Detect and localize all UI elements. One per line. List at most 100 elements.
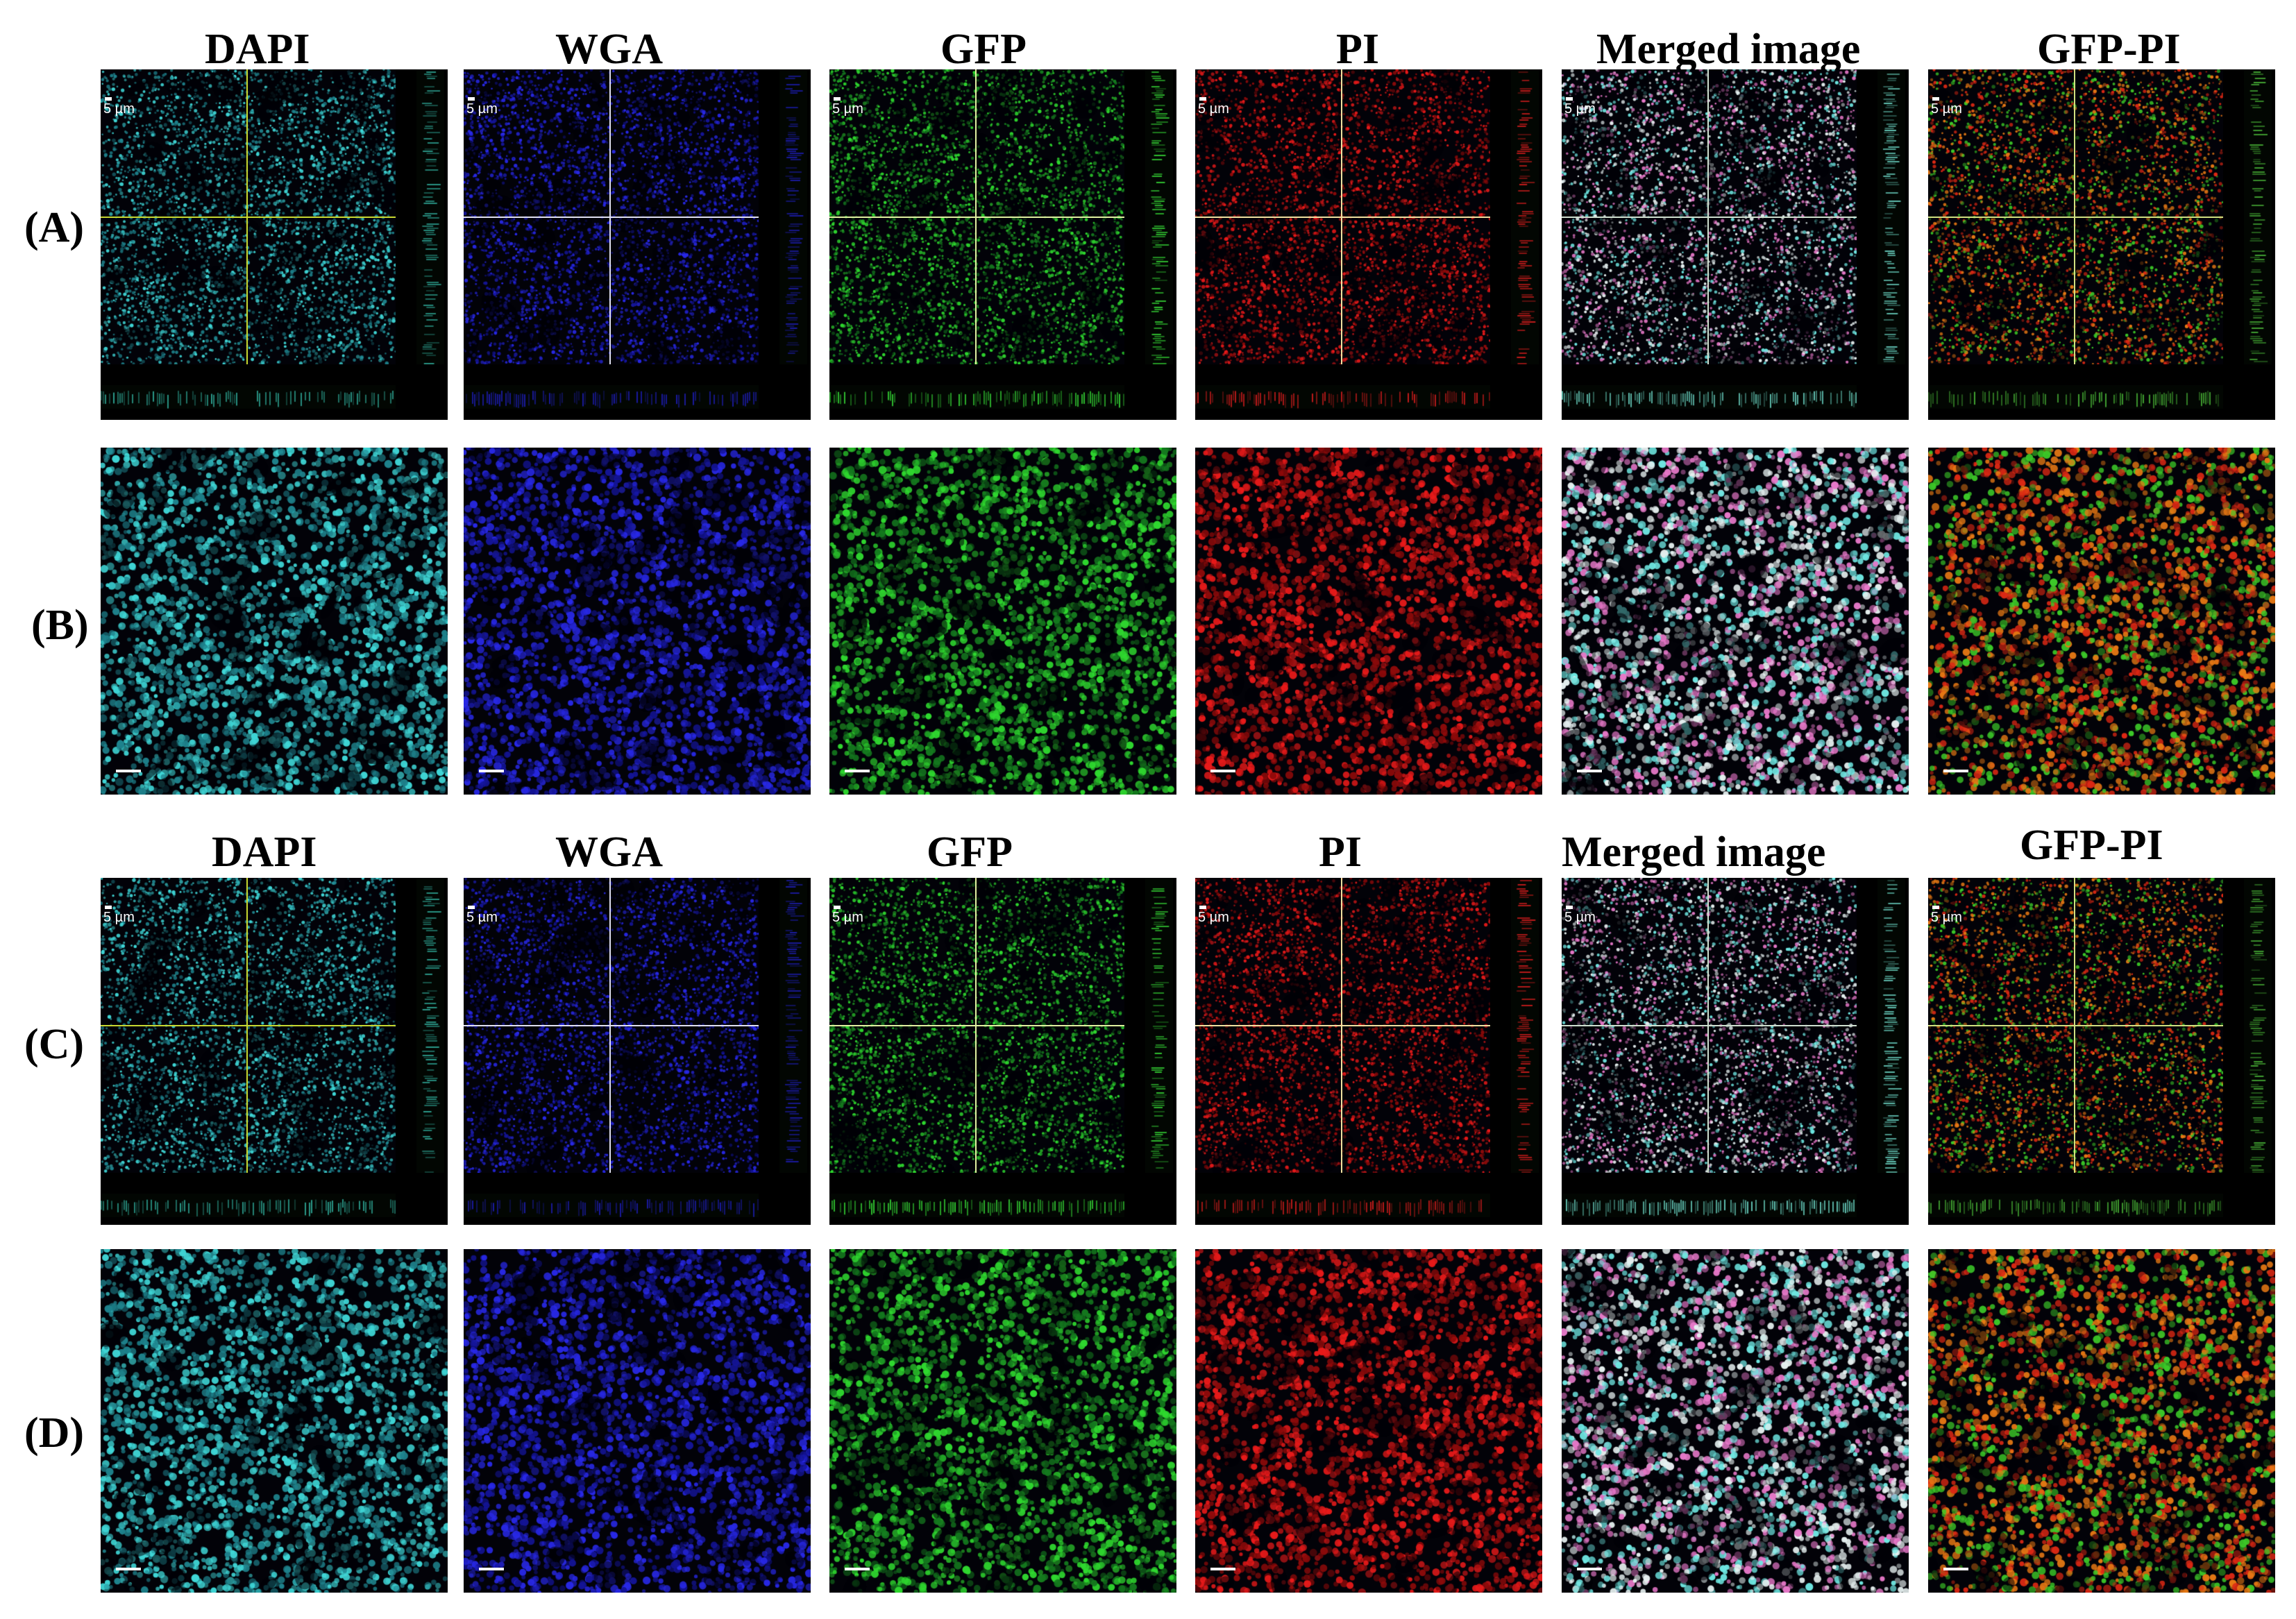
header-gfp-2: GFP (927, 829, 1013, 876)
micrograph-gfp-b (829, 448, 1176, 795)
micrograph-wga-c: 5 µm (464, 878, 811, 1225)
crosshair-horizontal (1562, 217, 1857, 218)
micrograph-gfp-pi-c: 5 µm (1928, 878, 2275, 1225)
orthogonal-yz-strip (2244, 878, 2272, 1173)
orthogonal-yz-strip (779, 878, 807, 1173)
crosshair-horizontal (829, 1025, 1124, 1026)
crosshair-horizontal (101, 217, 396, 218)
scale-bar (1566, 906, 1573, 909)
header-gfp-1: GFP (940, 26, 1027, 73)
orthogonal-xz-strip (101, 1194, 396, 1217)
image-dapi-d (101, 1249, 448, 1593)
header-wga-2: WGA (555, 829, 663, 876)
image-merged-image-b (1562, 448, 1909, 795)
scale-bar-label: 5 µm (1931, 910, 1962, 925)
scale-bar-label: 5 µm (1198, 101, 1229, 117)
orthogonal-yz-strip (1877, 69, 1905, 364)
image-pi-d (1195, 1249, 1542, 1593)
scale-bar (105, 906, 112, 909)
micrograph-pi-d (1195, 1249, 1542, 1593)
micrograph-merged-image-a: 5 µm (1562, 69, 1909, 420)
scale-bar (1577, 770, 1602, 772)
scale-bar (834, 97, 841, 101)
micrograph-gfp-pi-d (1928, 1249, 2275, 1593)
header-pi-2: PI (1319, 829, 1362, 876)
crosshair-horizontal (101, 1025, 396, 1026)
row-label-b: (B) (31, 602, 89, 649)
header-merged-2: Merged image (1562, 829, 1826, 876)
image-merged-image-d (1562, 1249, 1909, 1593)
scale-bar (116, 1568, 141, 1570)
header-dapi-1: DAPI (205, 26, 310, 73)
orthogonal-yz-strip (2244, 69, 2272, 364)
crosshair-horizontal (1928, 1025, 2223, 1026)
scale-bar (1199, 97, 1206, 101)
micrograph-dapi-d (101, 1249, 448, 1593)
micrograph-dapi-c: 5 µm (101, 878, 448, 1225)
scale-bar (834, 906, 841, 909)
micrograph-dapi-b (101, 448, 448, 795)
orthogonal-yz-strip (779, 69, 807, 364)
crosshair-horizontal (1195, 217, 1490, 218)
scale-bar (1932, 97, 1939, 101)
orthogonal-xz-strip (464, 1194, 759, 1217)
orthogonal-yz-strip (1145, 878, 1173, 1173)
micrograph-wga-b (464, 448, 811, 795)
orthogonal-xz-strip (1562, 385, 1857, 409)
scale-bar (116, 770, 141, 772)
scale-bar (1210, 770, 1235, 772)
scale-bar-label: 5 µm (103, 101, 135, 117)
orthogonal-xz-strip (829, 1194, 1124, 1217)
micrograph-wga-d (464, 1249, 811, 1593)
image-gfp-pi-b (1928, 448, 2275, 795)
image-gfp-b (829, 448, 1176, 795)
scale-bar-label: 5 µm (1564, 910, 1596, 925)
orthogonal-xz-strip (101, 385, 396, 409)
orthogonal-yz-strip (1145, 69, 1173, 364)
orthogonal-xz-strip (464, 385, 759, 409)
scale-bar (468, 906, 475, 909)
image-gfp-d (829, 1249, 1176, 1593)
orthogonal-yz-strip (1511, 69, 1539, 364)
crosshair-horizontal (464, 217, 759, 218)
scale-bar (1199, 906, 1206, 909)
scale-bar (479, 1568, 504, 1570)
micrograph-merged-image-c: 5 µm (1562, 878, 1909, 1225)
image-pi-b (1195, 448, 1542, 795)
micrograph-merged-image-b (1562, 448, 1909, 795)
scale-bar-label: 5 µm (466, 910, 498, 925)
row-label-a: (A) (24, 204, 85, 251)
scale-bar-label: 5 µm (832, 101, 863, 117)
scale-bar-label: 5 µm (1931, 101, 1962, 117)
scale-bar (1577, 1568, 1602, 1570)
scale-bar (845, 1568, 870, 1570)
scale-bar (468, 97, 475, 101)
scale-bar-label: 5 µm (1564, 101, 1596, 117)
micrograph-gfp-a: 5 µm (829, 69, 1176, 420)
orthogonal-xz-strip (1562, 1194, 1857, 1217)
header-gfppi-1: GFP-PI (2037, 26, 2181, 73)
scale-bar (1943, 1568, 1968, 1570)
micrograph-pi-c: 5 µm (1195, 878, 1542, 1225)
micrograph-merged-image-d (1562, 1249, 1909, 1593)
orthogonal-yz-strip (1877, 878, 1905, 1173)
micrograph-gfp-c: 5 µm (829, 878, 1176, 1225)
row-label-d: (D) (24, 1409, 85, 1457)
micrograph-gfp-pi-a: 5 µm (1928, 69, 2275, 420)
crosshair-horizontal (1195, 1025, 1490, 1026)
crosshair-horizontal (1928, 217, 2223, 218)
scale-bar (845, 770, 870, 772)
orthogonal-yz-strip (416, 878, 444, 1173)
header-gfppi-2: GFP-PI (2020, 822, 2163, 869)
image-gfp-pi-d (1928, 1249, 2275, 1593)
orthogonal-xz-strip (1928, 1194, 2223, 1217)
orthogonal-xz-strip (1195, 385, 1490, 409)
micrograph-wga-a: 5 µm (464, 69, 811, 420)
image-dapi-b (101, 448, 448, 795)
image-wga-b (464, 448, 811, 795)
scale-bar-label: 5 µm (1198, 910, 1229, 925)
crosshair-horizontal (829, 217, 1124, 218)
micrograph-dapi-a: 5 µm (101, 69, 448, 420)
crosshair-horizontal (1562, 1025, 1857, 1026)
scale-bar (1932, 906, 1939, 909)
